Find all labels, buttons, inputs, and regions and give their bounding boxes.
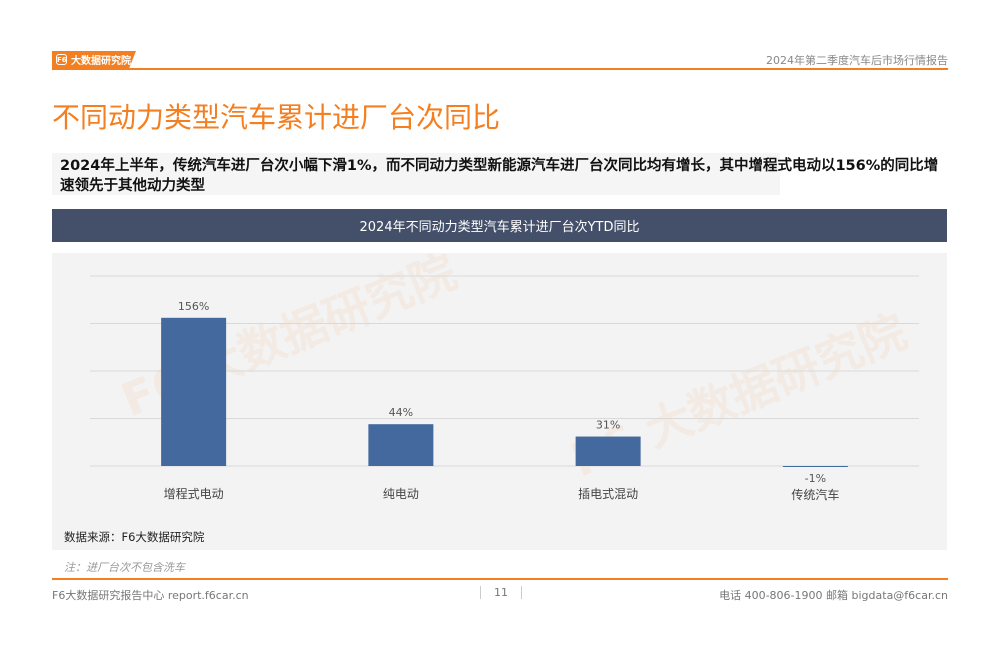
data-label-1: 44% (389, 406, 413, 419)
summary-text: 2024年上半年，传统汽车进厂台次小幅下滑1%，而不同动力类型新能源汽车进厂台次… (60, 158, 939, 194)
summary-background (52, 153, 780, 195)
page-title: 不同动力类型汽车累计进厂台次同比 (52, 101, 501, 134)
category-label-1: 纯电动 (383, 487, 419, 501)
footnote: 注：进厂台次不包含洗车 (64, 561, 185, 574)
f6-logo-icon: F6 (56, 54, 67, 65)
bar-2 (575, 436, 641, 466)
footer-divider (52, 578, 948, 580)
category-label-0: 增程式电动 (164, 486, 224, 501)
report-title: 2024年第二季度汽车后市场行情报告 (766, 54, 948, 67)
footer-contact: 电话 400-806-1900 邮箱 bigdata@f6car.cn (719, 589, 948, 602)
data-label-2: 31% (596, 419, 620, 432)
data-source: 数据来源：F6大数据研究院 (64, 530, 205, 544)
category-label-2: 插电式混动 (578, 487, 638, 501)
brand-logo: F6 大数据研究院 (52, 51, 136, 68)
bar-chart: 156% 增程式电动 44% 纯电动 31% 插电式混动 -1% 传统汽车 (90, 275, 919, 502)
bar-0 (161, 317, 227, 466)
logo-text: 大数据研究院 (71, 56, 131, 67)
bar-3 (782, 466, 848, 467)
data-label-3: -1% (805, 472, 826, 485)
data-label-0: 156% (178, 300, 209, 313)
chart-title-bar: 2024年不同动力类型汽车累计进厂台次YTD同比 (52, 209, 947, 242)
header-divider (52, 68, 948, 70)
chart-title: 2024年不同动力类型汽车累计进厂台次YTD同比 (359, 220, 640, 235)
page-number: 11 (480, 586, 522, 599)
bar-1 (368, 424, 434, 466)
footer-website: F6大数据研究报告中心 report.f6car.cn (52, 589, 249, 602)
category-label-3: 传统汽车 (791, 487, 839, 502)
